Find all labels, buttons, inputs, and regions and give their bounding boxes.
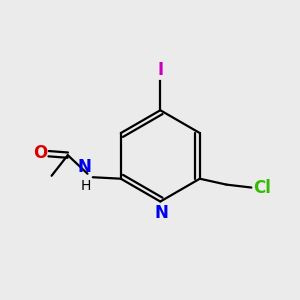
Text: H: H xyxy=(81,179,91,193)
Text: N: N xyxy=(77,158,91,176)
Text: I: I xyxy=(157,61,164,79)
Text: N: N xyxy=(155,205,169,223)
Text: Cl: Cl xyxy=(253,178,271,196)
Text: O: O xyxy=(33,144,47,162)
